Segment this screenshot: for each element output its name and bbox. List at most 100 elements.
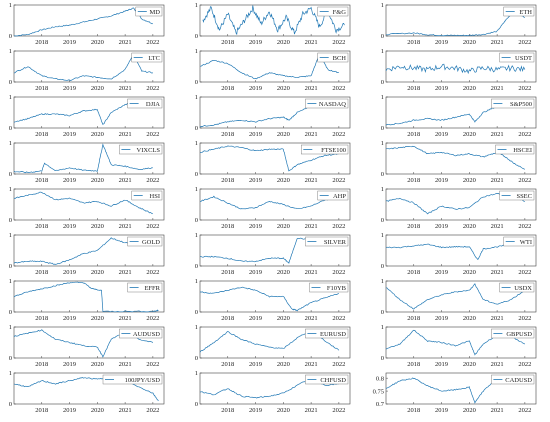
x-tick-label: 2022 [518,361,531,368]
x-tick-label: 2022 [146,315,159,322]
y-tick-label: 1 [381,278,384,285]
x-tick-label: 2018 [407,361,420,368]
x-tick-label: 2022 [518,85,531,92]
x-tick-label: 2021 [119,39,132,46]
y-tick-label: 1 [9,186,12,193]
panel-f10yb: 0 1 2018 2019 2020 2021 2022 F10YB [195,278,351,322]
legend-label: AHP [333,193,346,200]
x-tick-label: 2018 [35,361,48,368]
x-tick-label: 2018 [407,315,420,322]
series-line [385,242,525,260]
x-tick-label: 2019 [435,315,448,322]
x-tick-label: 2019 [249,177,262,184]
legend-label: USDX [514,285,532,292]
y-tick-label: 0 [195,79,198,86]
legend-box [131,52,163,63]
y-tick-label: 0 [195,171,198,178]
panel-chfusd: 0 1 2018 2019 2020 2021 2022 CHFUSD [195,370,351,414]
x-tick-label: 2020 [277,85,290,92]
x-tick-label: 2020 [91,39,104,46]
legend-label: CHFUSD [320,377,346,384]
y-tick-label: 1 [9,370,12,377]
panel-cadusd: 0.7 0.75 0.8 2018 2019 2020 2021 2022 CADUSD [373,372,537,414]
legend-label: F10YB [327,285,347,292]
legend-label: SILVER [324,239,347,246]
legend-label: LTC [148,55,160,62]
legend-box [119,144,163,155]
x-tick-label: 2020 [277,269,290,276]
legend-label: CADUSD [505,377,532,384]
x-tick-label: 2021 [305,361,318,368]
y-tick-label: 0 [195,309,198,316]
legend-label: 100JPY/USD [125,377,161,384]
x-tick-label: 2022 [146,85,159,92]
x-tick-label: 2022 [332,223,345,230]
y-tick-label: 1 [9,2,12,9]
x-tick-label: 2022 [146,361,159,368]
y-tick-label: 1 [381,324,384,331]
x-tick-label: 2020 [91,361,104,368]
x-tick-label: 2022 [332,407,345,414]
x-tick-label: 2021 [305,269,318,276]
x-tick-label: 2021 [491,407,504,414]
y-tick-label: 0 [195,33,198,40]
legend-label: USDT [515,55,532,62]
legend-box [317,6,349,17]
y-tick-label: 0 [195,263,198,270]
y-tick-label: 1 [381,48,384,55]
x-tick-label: 2019 [249,269,262,276]
y-tick-label: 0 [381,263,384,270]
x-tick-label: 2020 [277,223,290,230]
x-tick-label: 2018 [221,223,234,230]
y-tick-label: 0 [9,171,12,178]
x-tick-label: 2018 [221,39,234,46]
panel-effr: 0 1 2018 2019 2020 2021 2022 EFFR [9,278,165,322]
x-tick-label: 2021 [305,131,318,138]
legend-label: HSI [150,193,160,200]
panel-wti: 0 1 2018 2019 2020 2021 2022 WTI [381,232,537,276]
x-tick-label: 2019 [435,407,448,414]
legend-box [135,6,163,17]
panel-silver: 0 1 2018 2019 2020 2021 2022 SILVER [195,232,351,276]
legend-box [499,52,535,63]
x-tick-label: 2021 [491,131,504,138]
legend-box [119,328,163,339]
legend-label: AUDUSD [133,331,160,338]
y-tick-label: 0 [381,309,384,316]
x-tick-label: 2022 [518,407,531,414]
y-tick-label: 1 [9,232,12,239]
legend-box [305,374,349,385]
legend-box [305,236,349,247]
legend-label: BCH [333,55,347,62]
x-tick-label: 2021 [119,361,132,368]
x-tick-label: 2021 [119,223,132,230]
x-tick-label: 2019 [249,131,262,138]
x-tick-label: 2020 [91,131,104,138]
x-tick-label: 2019 [435,269,448,276]
panel-usdt: 0 1 2018 2019 2020 2021 2022 USDT [381,48,537,92]
legend-box [499,282,535,293]
y-tick-label: 0 [9,263,12,270]
x-tick-label: 2018 [35,177,48,184]
legend-label: HSCEI [513,147,532,154]
x-tick-label: 2018 [221,407,234,414]
x-tick-label: 2018 [35,269,48,276]
y-tick-label: 0.7 [376,401,385,408]
x-tick-label: 2022 [332,131,345,138]
panel-vixcls: 0 1 2018 2019 2020 2021 2022 VIXCLS [9,140,165,184]
x-tick-label: 2020 [277,407,290,414]
y-tick-label: 0 [195,217,198,224]
x-tick-label: 2022 [332,269,345,276]
series-line [13,143,153,174]
x-tick-label: 2022 [332,39,345,46]
y-tick-label: 1 [9,324,12,331]
x-tick-label: 2021 [305,315,318,322]
y-tick-label: 0.8 [376,375,384,382]
x-tick-label: 2020 [91,85,104,92]
legend-label: ETH [519,9,532,16]
y-tick-label: 0 [381,33,384,40]
legend-label: S&P500 [510,101,532,108]
y-tick-label: 0 [9,309,12,316]
panel-f-g: 0 1 2018 2019 2020 2021 2022 F&G [195,2,351,46]
